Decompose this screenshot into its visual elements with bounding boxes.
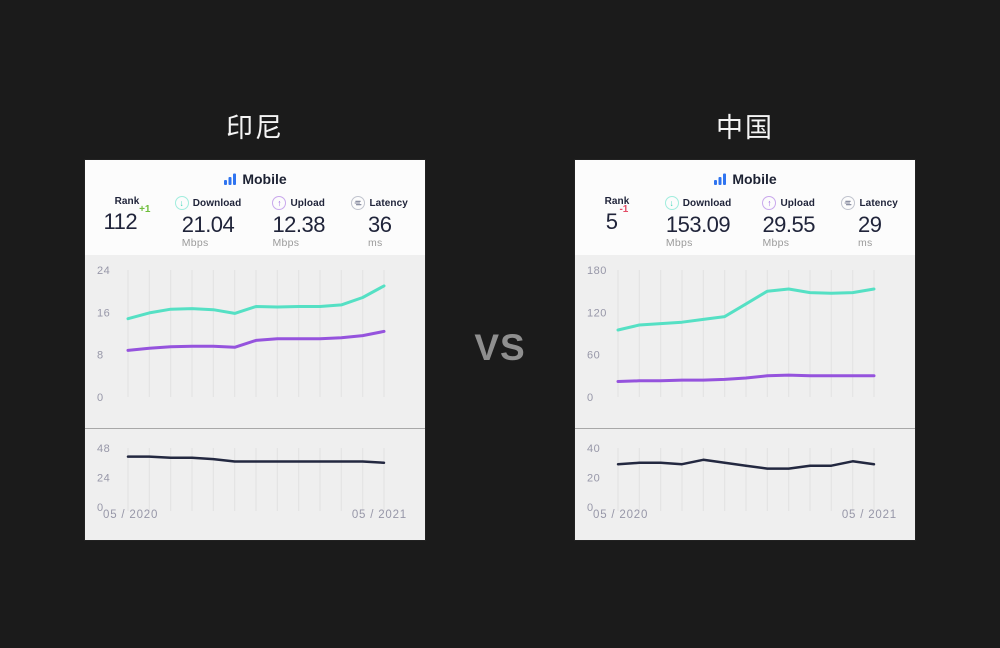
x-axis-labels: 05 / 2020 05 / 2021 xyxy=(85,509,425,521)
svg-text:120: 120 xyxy=(587,307,607,319)
svg-text:180: 180 xyxy=(587,265,607,277)
latency-line-chart: 0 24 48 xyxy=(97,443,386,513)
result-card-china: Mobile Rank 5 -1 ↓ Download 153.09 Mbps xyxy=(575,160,915,540)
latency-label: Latency xyxy=(859,197,898,209)
result-card-indonesia: Mobile Rank 112 +1 ↓ Download 21.04 Mbps xyxy=(85,160,425,540)
rank-stat: Rank 5 -1 xyxy=(583,196,651,251)
svg-text:0: 0 xyxy=(587,392,594,404)
latency-unit: ms xyxy=(857,237,873,250)
svg-text:40: 40 xyxy=(587,443,600,455)
mobile-header-label: Mobile xyxy=(242,171,287,187)
latency-value: 36 xyxy=(367,212,392,237)
svg-text:0: 0 xyxy=(97,502,104,513)
upload-label: Upload xyxy=(290,197,325,209)
x-axis-end-label: 05 / 2021 xyxy=(351,509,407,521)
latency-icon xyxy=(351,196,366,210)
download-value: 21.04 xyxy=(181,212,235,237)
latency-line-chart: 0 20 40 xyxy=(587,443,876,513)
download-unit: Mbps xyxy=(181,237,209,250)
country-title-right: 中国 xyxy=(716,113,774,143)
upload-value: 29.55 xyxy=(762,212,815,237)
latency-value: 29 xyxy=(857,212,882,237)
latency-icon xyxy=(841,196,856,210)
upload-arrow-icon: ↑ xyxy=(272,196,287,210)
rank-value: 112 +1 xyxy=(103,203,151,234)
svg-text:60: 60 xyxy=(587,350,600,362)
x-axis-start-label: 05 / 2020 xyxy=(593,509,649,521)
vs-label: VS xyxy=(474,327,526,368)
download-label: Download xyxy=(192,197,242,209)
upload-arrow-icon: ↑ xyxy=(762,196,777,210)
latency-unit: ms xyxy=(367,237,383,250)
mobile-signal-bars-icon xyxy=(223,172,237,186)
svg-text:24: 24 xyxy=(97,265,110,277)
rank-stat: Rank 112 +1 xyxy=(93,196,161,251)
x-axis-labels: 05 / 2020 05 / 2021 xyxy=(575,509,915,521)
download-stat: ↓ Download 21.04 Mbps xyxy=(161,196,255,251)
upload-value: 12.38 xyxy=(272,212,325,237)
mobile-signal-bars-icon xyxy=(713,172,727,186)
x-axis-end-label: 05 / 2021 xyxy=(841,509,897,521)
charts-section: 0 60 120 180 0 20 40 05 / 2020 05 / 2021 xyxy=(575,255,915,540)
rank-label: Rank xyxy=(114,196,140,207)
svg-text:24: 24 xyxy=(97,473,110,485)
stats-row: Rank 5 -1 ↓ Download 153.09 Mbps ↑ xyxy=(575,187,915,251)
charts-section: 0 8 16 24 0 24 48 05 / 2020 05 / 2021 xyxy=(85,255,425,540)
upload-unit: Mbps xyxy=(762,237,790,250)
latency-label: Latency xyxy=(369,197,408,209)
speed-line-chart: 0 60 120 180 xyxy=(587,265,876,404)
svg-text:16: 16 xyxy=(97,307,110,319)
download-label: Download xyxy=(682,197,732,209)
download-arrow-icon: ↓ xyxy=(664,196,679,210)
upload-stat: ↑ Upload 29.55 Mbps xyxy=(745,196,832,251)
country-title-left: 印尼 xyxy=(226,113,284,143)
rank-delta-badge: +1 xyxy=(139,203,151,215)
mobile-header: Mobile xyxy=(575,160,915,187)
svg-text:48: 48 xyxy=(97,443,110,455)
chart-divider xyxy=(85,428,425,429)
x-axis-start-label: 05 / 2020 xyxy=(103,509,159,521)
upload-unit: Mbps xyxy=(272,237,300,250)
rank-delta-badge: -1 xyxy=(619,203,629,215)
card-header-section: Mobile Rank 5 -1 ↓ Download 153.09 Mbps xyxy=(575,160,915,255)
rank-value: 5 -1 xyxy=(605,203,629,234)
chart-divider xyxy=(575,428,915,429)
upload-label: Upload xyxy=(780,197,815,209)
card-header-section: Mobile Rank 112 +1 ↓ Download 21.04 Mbps xyxy=(85,160,425,255)
download-value: 153.09 xyxy=(665,212,731,237)
latency-stat: Latency 29 ms xyxy=(832,196,907,251)
download-stat: ↓ Download 153.09 Mbps xyxy=(651,196,745,251)
download-arrow-icon: ↓ xyxy=(174,196,189,210)
latency-stat: Latency 36 ms xyxy=(342,196,417,251)
svg-text:8: 8 xyxy=(97,350,104,362)
speed-line-chart: 0 8 16 24 xyxy=(97,265,386,404)
svg-text:0: 0 xyxy=(587,502,594,513)
svg-text:20: 20 xyxy=(587,473,600,485)
rank-label: Rank xyxy=(604,196,630,207)
mobile-header: Mobile xyxy=(85,160,425,187)
mobile-header-label: Mobile xyxy=(732,171,777,187)
upload-stat: ↑ Upload 12.38 Mbps xyxy=(255,196,342,251)
stats-row: Rank 112 +1 ↓ Download 21.04 Mbps ↑ xyxy=(85,187,425,251)
download-unit: Mbps xyxy=(665,237,693,250)
svg-text:0: 0 xyxy=(97,392,104,404)
